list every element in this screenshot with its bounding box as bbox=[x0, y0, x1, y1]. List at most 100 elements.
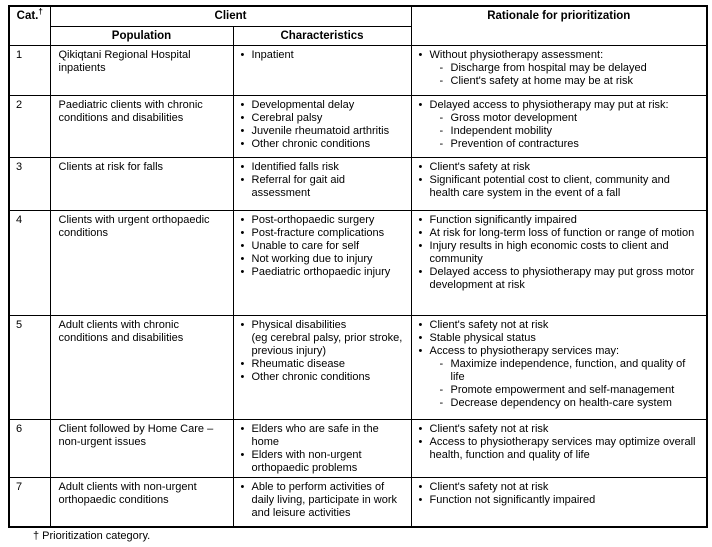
table-row: 6 Client followed by Home Care – non-urge… bbox=[8, 418, 708, 478]
bullet-item: • Cerebral palsy bbox=[241, 112, 407, 125]
bullet-marker: • bbox=[240, 480, 245, 493]
bullet-marker: • bbox=[240, 318, 245, 331]
rationale-cell: • Client's safety at risk • Significant pot… bbox=[410, 156, 708, 211]
bullet-marker: • bbox=[240, 422, 245, 435]
bullet-marker: • bbox=[418, 435, 423, 448]
bullet-text: At risk for long-term loss of function o… bbox=[429, 226, 695, 239]
characteristics-cell: • Inpatient bbox=[232, 44, 412, 96]
bullet-item: • Without physiotherapy assessment: bbox=[419, 49, 697, 62]
bullet-text: Client's safety at risk bbox=[429, 160, 531, 173]
bullet-text: Stable physical status bbox=[429, 331, 536, 344]
bullet-marker: • bbox=[418, 265, 423, 278]
bullet-marker: • bbox=[240, 448, 245, 461]
category-number: 3 bbox=[8, 156, 51, 211]
bullet-item: • Physical disabilities (eg cerebral pals… bbox=[241, 319, 407, 358]
bullet-text: Access to physiotherapy services may: bbox=[429, 344, 620, 357]
bullet-text: Elders who are safe in the home bbox=[251, 422, 379, 448]
bullet-item: • Able to perform activities of daily liv… bbox=[241, 481, 407, 520]
sub-bullet-text: Independent mobility bbox=[450, 124, 553, 137]
characteristics-cell: • Developmental delay • Cerebral palsy • Juve… bbox=[232, 94, 412, 158]
sub-bullet-item: - Independent mobility bbox=[419, 125, 697, 138]
bullet-text: Post-fracture complications bbox=[251, 226, 385, 239]
bullet-text: Juvenile rheumatoid arthritis bbox=[251, 124, 390, 137]
bullet-item: • Client's safety not at risk bbox=[419, 481, 697, 494]
bullet-marker: • bbox=[240, 213, 245, 226]
header-rationale: Rationale for prioritization bbox=[410, 5, 708, 46]
bullet-marker: • bbox=[418, 493, 423, 506]
bullet-text: Developmental delay bbox=[251, 98, 355, 111]
bullet-item: • Paediatric orthopaedic injury bbox=[241, 266, 407, 279]
bullet-marker: • bbox=[240, 357, 245, 370]
table-header: Cat.† Client Rationale for prioritizatio… bbox=[8, 5, 708, 46]
bullet-item: • Developmental delay bbox=[241, 99, 407, 112]
bullet-text: Elders with non-urgent orthopaedic probl… bbox=[251, 448, 362, 474]
characteristics-cell: • Post-orthopaedic surgery • Post-fracture … bbox=[232, 209, 412, 316]
characteristics-cell: • Elders who are safe in the home • Elders … bbox=[232, 418, 412, 478]
bullet-text: Delayed access to physiotherapy may put … bbox=[429, 98, 669, 111]
bullet-item: • Delayed access to physiotherapy may put… bbox=[419, 266, 697, 292]
bullet-marker: • bbox=[240, 48, 245, 61]
bullet-item: • Access to physiotherapy services may op… bbox=[419, 436, 697, 462]
bullet-text: Physical disabilities (eg cerebral palsy… bbox=[251, 318, 403, 357]
bullet-item: • Inpatient bbox=[241, 49, 407, 62]
table-row: 2 Paediatric clients with chronic conditi… bbox=[8, 94, 708, 158]
bullet-marker: • bbox=[240, 265, 245, 278]
rationale-cell: • Client's safety not at risk • Function no… bbox=[410, 476, 708, 528]
sub-bullet-item: - Maximize independence, function, and qu… bbox=[419, 358, 697, 384]
header-cat: Cat.† bbox=[8, 5, 51, 46]
bullet-marker: • bbox=[418, 98, 423, 111]
bullet-item: • Unable to care for self bbox=[241, 240, 407, 253]
rationale-cell: • Function significantly impaired • At risk… bbox=[410, 209, 708, 316]
bullet-text: Client's safety not at risk bbox=[429, 318, 549, 331]
population-cell: Paediatric clients with chronic conditio… bbox=[49, 94, 234, 158]
category-number: 1 bbox=[8, 44, 51, 96]
bullet-item: • Function significantly impaired bbox=[419, 214, 697, 227]
bullet-item: • Injury results in high economic costs t… bbox=[419, 240, 697, 266]
rationale-cell: • Client's safety not at risk • Access to p… bbox=[410, 418, 708, 478]
bullet-text: Delayed access to physiotherapy may put … bbox=[429, 265, 695, 291]
bullet-marker: • bbox=[418, 331, 423, 344]
bullet-marker: • bbox=[418, 480, 423, 493]
sub-bullet-marker: - bbox=[439, 61, 444, 74]
sub-bullet-marker: - bbox=[439, 137, 444, 150]
table-row: 3 Clients at risk for falls • Identified fa… bbox=[8, 156, 708, 211]
header-cat-label: Cat. bbox=[16, 10, 39, 22]
sub-bullet-marker: - bbox=[439, 383, 444, 396]
sub-bullet-item: - Gross motor development bbox=[419, 112, 697, 125]
bullet-text: Client's safety not at risk bbox=[429, 422, 549, 435]
bullet-item: • Stable physical status bbox=[419, 332, 697, 345]
bullet-item: • Client's safety at risk bbox=[419, 161, 697, 174]
sub-bullet-marker: - bbox=[439, 74, 444, 87]
sub-bullet-item: - Promote empowerment and self-management bbox=[419, 384, 697, 397]
header-client: Client bbox=[49, 5, 412, 27]
sub-bullet-text: Client's safety at home may be at risk bbox=[450, 74, 633, 87]
bullet-text: Not working due to injury bbox=[251, 252, 373, 265]
bullet-text: Significant potential cost to client, co… bbox=[429, 173, 670, 199]
bullet-item: • Client's safety not at risk bbox=[419, 319, 697, 332]
bullet-marker: • bbox=[418, 160, 423, 173]
bullet-text: Unable to care for self bbox=[251, 239, 360, 252]
population-cell: Adult clients with chronic conditions an… bbox=[49, 314, 234, 420]
bullet-text: Identified falls risk bbox=[251, 160, 339, 173]
bullet-marker: • bbox=[240, 370, 245, 383]
bullet-item: • Other chronic conditions bbox=[241, 138, 407, 151]
bullet-item: • Access to physiotherapy services may: bbox=[419, 345, 697, 358]
category-number: 2 bbox=[8, 94, 51, 158]
sub-bullet-marker: - bbox=[439, 396, 444, 409]
bullet-item: • Client's safety not at risk bbox=[419, 423, 697, 436]
table-row: 7 Adult clients with non-urgent orthopaed… bbox=[8, 476, 708, 528]
sub-bullet-text: Prevention of contractures bbox=[450, 137, 579, 150]
bullet-item: • Post-orthopaedic surgery bbox=[241, 214, 407, 227]
bullet-item: • Elders who are safe in the home bbox=[241, 423, 407, 449]
bullet-text: Referral for gait aid assessment bbox=[251, 173, 346, 199]
bullet-item: • Delayed access to physiotherapy may put… bbox=[419, 99, 697, 112]
sub-bullet-marker: - bbox=[439, 357, 444, 370]
bullet-marker: • bbox=[240, 252, 245, 265]
bullet-item: • Post-fracture complications bbox=[241, 227, 407, 240]
sub-bullet-item: - Decrease dependency on health-care syst… bbox=[419, 397, 697, 410]
bullet-item: • Referral for gait aid assessment bbox=[241, 174, 407, 200]
bullet-text: Inpatient bbox=[251, 48, 294, 61]
bullet-item: • Rheumatic disease bbox=[241, 358, 407, 371]
characteristics-cell: • Able to perform activities of daily liv… bbox=[232, 476, 412, 528]
